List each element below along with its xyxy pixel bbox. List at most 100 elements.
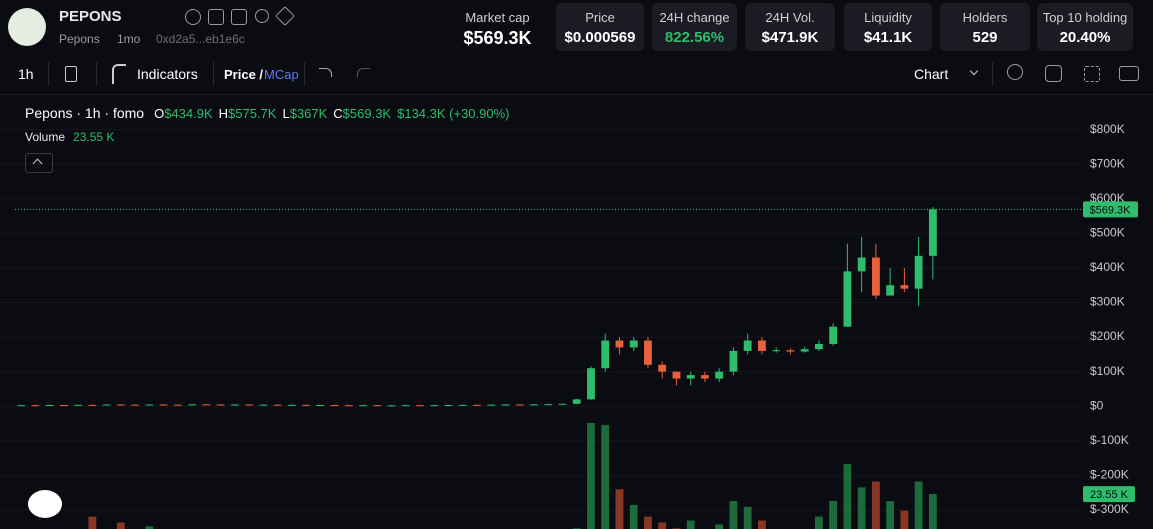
last-price-box: [1083, 201, 1138, 218]
volume-bar: [829, 501, 838, 529]
chart-type-select[interactable]: Chart: [914, 66, 949, 82]
separator: [304, 62, 305, 86]
candle-body: [17, 405, 26, 407]
readout-value: $367K: [289, 106, 328, 121]
separator: [992, 62, 993, 86]
candle-body: [658, 364, 667, 372]
y-tick-label: $300K: [1090, 295, 1125, 309]
candle-body: [373, 405, 382, 407]
readout-key: L: [282, 106, 290, 121]
candle-body: [886, 285, 895, 296]
last-price-label: $569.3K: [1090, 204, 1132, 216]
candle-body: [558, 403, 567, 405]
volume-bar: [658, 522, 667, 529]
website-icon[interactable]: [185, 9, 201, 25]
stat-box: Top 10 holding 20.40%: [1037, 3, 1133, 51]
candle-body: [629, 340, 638, 348]
undo-icon[interactable]: [319, 68, 332, 77]
tradingview-logo[interactable]: [28, 490, 62, 518]
volume-bar: [758, 520, 766, 529]
candle-body: [501, 404, 510, 406]
price-toggle[interactable]: Price /: [224, 67, 264, 82]
token-address[interactable]: 0xd2a5...eb1e6c: [156, 32, 245, 46]
token-symbol: PEPONS: [59, 8, 122, 25]
volume-readout: Volume 23.55 K: [25, 130, 114, 144]
settings-icon[interactable]: [1045, 65, 1062, 82]
stat-label: 24H Vol.: [765, 10, 815, 25]
candle-body: [88, 404, 97, 406]
zoom-icon[interactable]: [1007, 64, 1023, 80]
screenshot-icon[interactable]: [1119, 66, 1139, 81]
readout-change: $134.3K (+30.90%): [397, 106, 510, 121]
candle-body: [74, 404, 83, 406]
stat-box: Liquidity $41.1K: [844, 3, 932, 51]
stat-label: Liquidity: [864, 10, 912, 25]
candle-body: [444, 405, 453, 407]
readout-value: $434.9K: [164, 106, 213, 121]
volume-bar: [900, 510, 909, 529]
indicators-button[interactable]: Indicators: [137, 66, 198, 82]
volume-value: 23.55 K: [73, 130, 115, 144]
readout-key: H: [218, 106, 229, 121]
mcap-toggle[interactable]: MCap: [264, 67, 299, 82]
volume-bar: [145, 526, 154, 529]
candle-body: [814, 343, 823, 350]
fx-icon[interactable]: [112, 64, 126, 84]
volume-bar: [715, 524, 724, 529]
search-icon[interactable]: [255, 9, 269, 23]
stat-market-cap: Market cap $569.3K: [450, 3, 545, 49]
stat-label: 24H change: [659, 10, 730, 25]
telegram-icon[interactable]: [231, 9, 247, 25]
y-tick-label: $400K: [1090, 260, 1125, 274]
candle-body: [116, 404, 125, 406]
x-icon[interactable]: [208, 9, 224, 25]
candle-body: [131, 404, 140, 406]
candle-body: [672, 371, 681, 379]
candle-body: [45, 405, 54, 407]
candle-body: [772, 350, 781, 352]
stat-box: 24H change 822.56%: [652, 3, 737, 51]
volume-bar: [914, 481, 923, 529]
candle-body: [900, 285, 909, 289]
fullscreen-icon[interactable]: [1084, 66, 1100, 82]
stat-value: $471.9K: [761, 29, 819, 46]
redo-icon[interactable]: [357, 68, 370, 77]
stat-value: 20.40%: [1059, 29, 1111, 46]
candle-body: [572, 399, 581, 404]
candle-body: [743, 340, 752, 351]
last-volume-box: [1083, 486, 1135, 503]
interval[interactable]: 1h: [18, 66, 34, 82]
y-tick-label: $0: [1090, 398, 1104, 412]
candle-body: [487, 404, 496, 406]
stat-value: $569.3K: [463, 28, 532, 48]
candle-body: [259, 404, 268, 406]
candle-body: [387, 405, 396, 407]
candle-body: [544, 404, 553, 406]
candle-type-icon[interactable]: [65, 66, 77, 82]
volume-title: Volume: [25, 130, 66, 144]
volume-bar: [871, 481, 880, 529]
candle-body: [871, 257, 880, 296]
candle-body: [729, 350, 738, 372]
volume-bar: [88, 516, 97, 529]
divider: [0, 94, 1153, 95]
token-logo: [8, 8, 46, 46]
readout-key: O: [154, 106, 165, 121]
collapse-button[interactable]: [25, 153, 53, 173]
ohlc-readout: Pepons · 1h · fomo O $434.9K H $575.7K L $367…: [25, 105, 510, 121]
candle-body: [601, 340, 610, 369]
stat-value: 822.56%: [664, 29, 725, 46]
volume-bar: [886, 501, 895, 529]
token-name: Pepons: [59, 32, 100, 46]
stat-label: Price: [585, 10, 615, 25]
candle-body: [615, 340, 624, 348]
separator: [96, 62, 97, 86]
y-tick-label: $500K: [1090, 225, 1125, 239]
candle-body: [287, 404, 296, 406]
y-tick-label: $200K: [1090, 329, 1125, 343]
candle-body: [188, 404, 196, 406]
stat-label: Market cap: [465, 10, 530, 25]
y-tick-label: $800K: [1090, 122, 1125, 136]
y-tick-label: $100K: [1090, 364, 1125, 378]
